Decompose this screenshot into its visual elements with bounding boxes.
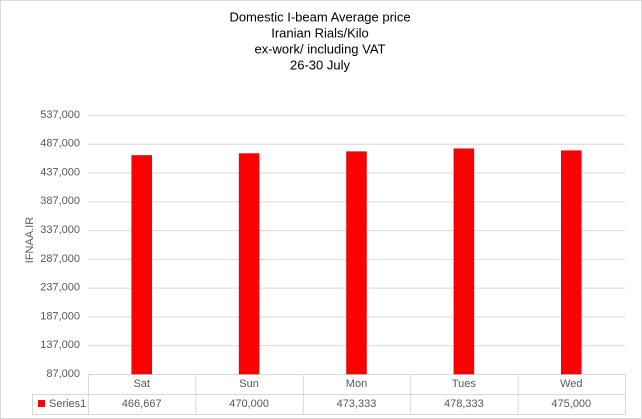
- y-axis-label: IFNAA.IR: [24, 217, 36, 264]
- bar: [346, 151, 367, 375]
- y-tick-label: 387,000: [40, 195, 80, 207]
- chart-subtitle: Iranian Rials/Kilo: [271, 25, 369, 40]
- data-table-value: 475,000: [551, 398, 591, 410]
- y-tick-label: 187,000: [40, 310, 80, 322]
- data-table-value: 478,333: [444, 398, 484, 410]
- legend-swatch: [38, 400, 45, 407]
- data-table-value: 470,000: [229, 398, 269, 410]
- x-tick-label: Wed: [560, 378, 582, 390]
- chart-subtitle: ex-work/ including VAT: [254, 41, 385, 56]
- y-tick-label: 237,000: [40, 282, 80, 294]
- x-tick-label: Sat: [133, 378, 150, 390]
- y-tick-label: 87,000: [46, 368, 80, 380]
- bar: [561, 150, 582, 375]
- chart-title: Domestic I-beam Average price: [229, 9, 410, 24]
- x-tick-label: Mon: [346, 378, 367, 390]
- data-table-value: 473,333: [337, 398, 377, 410]
- x-tick-label: Sun: [239, 378, 259, 390]
- y-tick-label: 487,000: [40, 138, 80, 150]
- y-tick-label: 137,000: [40, 339, 80, 351]
- y-tick-label: 437,000: [40, 166, 80, 178]
- bar: [131, 155, 152, 375]
- y-tick-label: 537,000: [40, 109, 80, 121]
- bar: [238, 153, 260, 375]
- y-tick-label: 287,000: [40, 253, 80, 265]
- x-tick-label: Tues: [452, 378, 477, 390]
- data-table-value: 466,667: [122, 398, 162, 410]
- chart-subtitle: 26-30 July: [290, 57, 350, 72]
- legend-label: Series1: [49, 398, 86, 410]
- y-tick-label: 337,000: [40, 224, 80, 236]
- bar: [453, 148, 475, 375]
